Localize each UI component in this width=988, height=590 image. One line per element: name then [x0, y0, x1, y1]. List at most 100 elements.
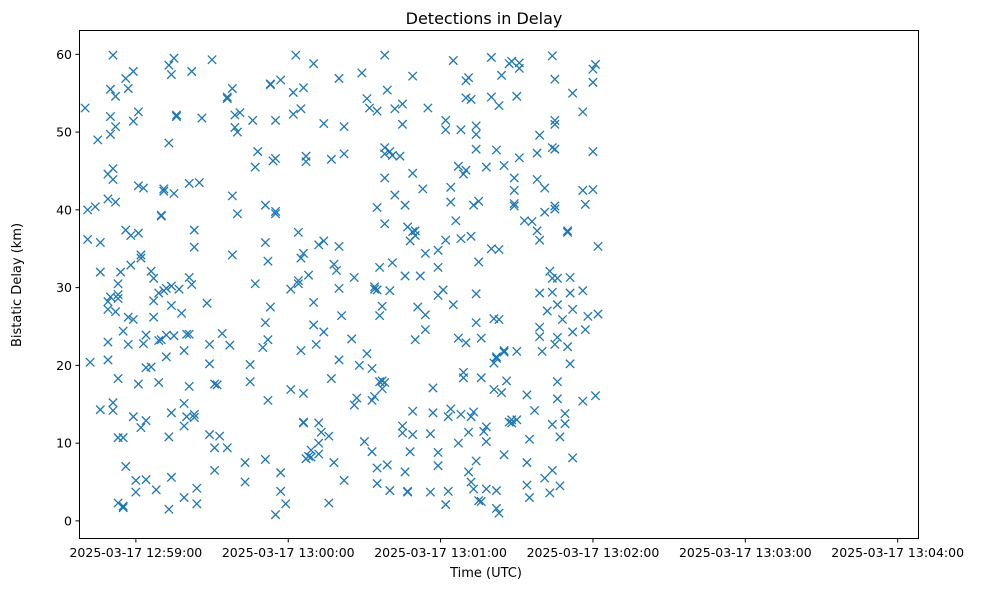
data-point [367, 363, 377, 374]
data-point [314, 438, 324, 448]
data-point [298, 248, 309, 259]
data-point [184, 381, 194, 392]
data-point [108, 163, 118, 174]
data-point [260, 454, 271, 465]
data-point [491, 503, 502, 514]
data-point [128, 412, 138, 422]
data-point [281, 499, 291, 509]
data-point [118, 503, 128, 513]
data-point [128, 314, 138, 325]
data-point [453, 161, 464, 171]
data-point [265, 79, 276, 89]
data-point [286, 284, 296, 294]
y-tick-label: 50 [56, 125, 72, 140]
data-point [339, 121, 349, 132]
data-point [491, 485, 502, 496]
data-point [347, 334, 357, 344]
data-point [296, 253, 306, 263]
data-point [425, 429, 436, 439]
data-point [420, 248, 431, 259]
data-point [552, 394, 563, 404]
data-point [270, 510, 281, 520]
data-point [103, 296, 113, 307]
data-point [230, 110, 240, 120]
data-point [499, 347, 509, 357]
data-point [380, 50, 390, 60]
data-point [565, 288, 575, 298]
y-tick-label: 20 [56, 358, 72, 373]
data-point [509, 198, 519, 209]
data-point [103, 194, 113, 204]
data-point [293, 279, 304, 289]
data-point [567, 453, 578, 463]
data-point [314, 240, 324, 250]
data-point [540, 473, 550, 483]
data-point [141, 330, 151, 340]
data-point [232, 209, 243, 219]
data-point [159, 186, 169, 196]
data-point [372, 202, 382, 213]
data-point [565, 272, 575, 283]
data-point [529, 405, 540, 416]
data-point [230, 122, 240, 133]
data-point [80, 103, 90, 113]
data-point [308, 320, 319, 330]
data-point [461, 338, 471, 348]
data-point [215, 431, 225, 441]
data-point [562, 342, 573, 352]
data-point [550, 201, 560, 211]
data-point [387, 150, 398, 161]
data-point [148, 273, 159, 283]
data-point [377, 301, 387, 311]
data-point [481, 422, 491, 432]
x-axis: 2025-03-17 12:59:00 2025-03-17 13:00:00 20… [69, 538, 964, 560]
data-point [458, 373, 469, 383]
data-point [288, 87, 298, 98]
data-point [408, 406, 418, 416]
data-point [131, 487, 141, 497]
data-point [441, 499, 451, 510]
data-point [527, 216, 537, 227]
data-point [380, 173, 390, 183]
data-point [400, 200, 410, 210]
data-point [499, 450, 509, 460]
data-point [468, 200, 479, 210]
y-axis: 0 10 20 30 40 50 60 [56, 47, 80, 528]
data-point [133, 107, 144, 117]
data-point [547, 287, 557, 297]
data-point [250, 279, 260, 289]
data-point [95, 267, 105, 277]
data-point [362, 349, 372, 359]
data-point [169, 331, 179, 341]
data-point [108, 174, 118, 185]
data-point [481, 162, 491, 172]
data-point [380, 377, 390, 388]
data-point [496, 387, 507, 398]
data-point [446, 182, 456, 192]
data-point [408, 429, 418, 440]
data-point [319, 236, 329, 246]
data-point [552, 332, 563, 343]
data-point [105, 111, 116, 122]
data-point [593, 241, 603, 252]
data-point [547, 465, 557, 476]
data-point [217, 328, 227, 339]
y-axis-label: Bistatic Delay (km) [10, 223, 25, 347]
data-point [296, 104, 306, 114]
data-point [359, 436, 370, 447]
data-point [121, 461, 131, 472]
data-point [253, 146, 263, 157]
data-point [82, 234, 93, 245]
data-point [468, 407, 479, 417]
data-point [319, 327, 329, 337]
data-point [248, 115, 258, 126]
data-point [105, 292, 116, 302]
data-point [136, 422, 146, 433]
data-point [372, 106, 382, 116]
data-point [118, 326, 128, 336]
data-point [349, 272, 359, 283]
data-point [474, 257, 484, 267]
data-point [314, 449, 324, 459]
chart-marks [80, 50, 603, 520]
data-point [95, 405, 105, 415]
